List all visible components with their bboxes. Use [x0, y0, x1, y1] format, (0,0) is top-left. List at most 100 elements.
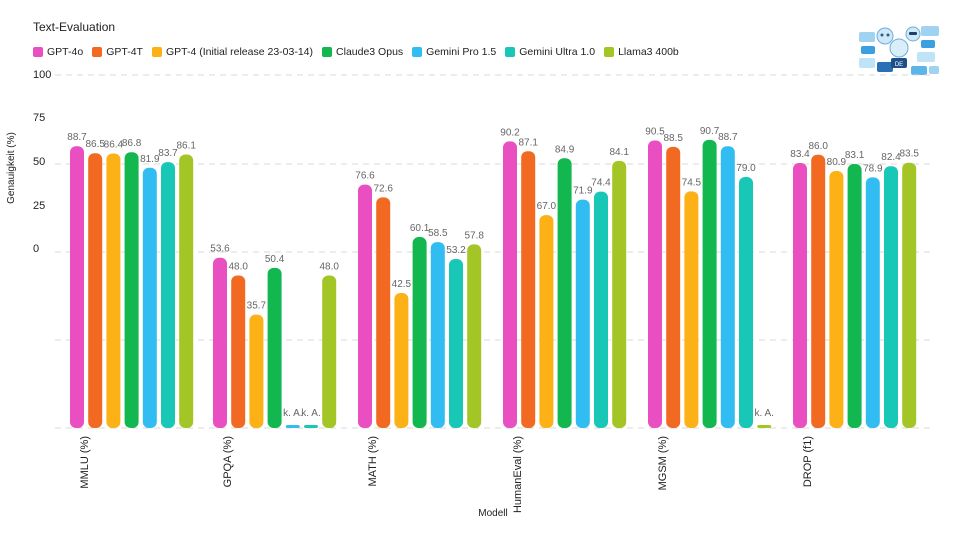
legend-swatch	[92, 47, 103, 57]
bar	[231, 275, 246, 428]
bar-value-label: 48.0	[228, 262, 248, 273]
bar-value-label: 88.7	[67, 132, 87, 143]
legend-item: GPT-4o	[33, 46, 83, 58]
bar	[322, 275, 337, 428]
logo-badge-text: DE	[895, 62, 903, 68]
legend-label: Claude3 Opus	[336, 46, 404, 58]
bar-value-label: k. A.	[754, 408, 773, 419]
bar-value-label: 42.5	[392, 279, 412, 290]
bar-value-label: 80.9	[827, 157, 847, 168]
bar	[106, 153, 121, 428]
bar-na	[757, 425, 772, 428]
bar-value-label: 90.5	[645, 126, 665, 137]
legend-swatch	[505, 47, 516, 57]
bar	[865, 177, 880, 428]
chart-legend: GPT-4o GPT-4T GPT-4 (Initial release 23-03…	[33, 46, 679, 58]
y-tick-label: 25	[33, 200, 45, 212]
bar	[70, 146, 84, 428]
bar-value-label: 86.1	[176, 140, 196, 151]
y-tick-label: 0	[33, 243, 39, 255]
bar-value-label: 86.0	[808, 141, 828, 152]
bar	[449, 258, 463, 428]
bar-value-label: 81.9	[140, 154, 160, 165]
bar	[884, 166, 898, 428]
bar	[249, 314, 264, 428]
bar-value-label: 83.7	[158, 148, 178, 159]
bar-value-label: 84.1	[609, 147, 629, 158]
bar-value-label: 67.0	[537, 201, 557, 212]
legend-label: Gemini Ultra 1.0	[519, 46, 596, 58]
y-tick-label: 50	[33, 156, 45, 168]
bar-na	[304, 425, 318, 428]
bar	[666, 146, 681, 428]
legend-label: Llama3 400b	[618, 46, 679, 58]
bar-value-label: 90.7	[700, 126, 720, 137]
bar	[902, 162, 917, 428]
bar-value-label: 74.5	[682, 177, 702, 188]
x-axis-label: Modell	[478, 508, 507, 519]
bar	[213, 257, 227, 428]
bar-value-label: 86.5	[85, 139, 105, 150]
bar	[376, 197, 391, 428]
legend-item: Gemini Pro 1.5	[412, 46, 496, 58]
x-tick-label: HumanEval (%)	[512, 436, 524, 513]
legend-label: GPT-4T	[106, 46, 143, 58]
bar	[467, 244, 482, 428]
bar-value-label: 90.2	[500, 127, 520, 138]
legend-item: GPT-4T	[92, 46, 143, 58]
bar-value-label: 78.9	[863, 163, 883, 174]
bar	[161, 162, 175, 429]
bar	[829, 170, 844, 428]
bar	[539, 215, 554, 428]
x-tick-label: MMLU (%)	[79, 436, 91, 489]
bar-value-label: 83.4	[790, 149, 810, 160]
bar-value-label: 86.4	[104, 140, 124, 151]
bar	[557, 158, 572, 428]
bar	[142, 167, 157, 428]
bar	[124, 152, 139, 429]
bar	[358, 184, 372, 428]
chart-title: Text-Evaluation	[33, 20, 116, 34]
bar	[594, 191, 608, 428]
bar-value-label: 53.2	[446, 245, 466, 256]
x-axis-ticks: MMLU (%) GPQA (%) MATH (%) HumanEval (%) MGS…	[79, 436, 814, 513]
legend-swatch	[322, 47, 333, 57]
bar	[720, 146, 735, 428]
x-tick-label: MGSM (%)	[657, 436, 669, 490]
legend-swatch	[604, 47, 615, 57]
bar	[684, 191, 699, 428]
y-axis-ticks: 100 75 50 25 0	[33, 69, 51, 255]
legend-swatch	[33, 47, 43, 57]
bar	[521, 151, 536, 428]
bar	[648, 140, 662, 428]
bars: 88.786.586.486.881.983.786.153.648.035.7…	[67, 126, 919, 429]
bar	[267, 267, 282, 428]
legend-label: Gemini Pro 1.5	[426, 46, 497, 58]
bar-value-label: k. A.	[283, 408, 302, 419]
bar-value-label: 71.9	[573, 186, 593, 197]
bar-value-label: 76.6	[355, 171, 375, 182]
bar-value-label: 60.1	[410, 223, 430, 234]
x-tick-label: MATH (%)	[367, 436, 379, 487]
bar-value-label: 50.4	[265, 254, 285, 265]
bar	[394, 292, 409, 428]
bar-value-label: 74.4	[591, 178, 611, 189]
bar-value-label: 72.6	[373, 183, 393, 194]
bar	[412, 237, 427, 428]
y-tick-label: 100	[33, 69, 51, 81]
bar	[179, 154, 194, 428]
legend-swatch	[151, 47, 162, 57]
y-axis-label: Genauigkeit (%)	[6, 132, 17, 204]
bar	[847, 163, 862, 428]
bar-value-label: 88.5	[663, 133, 683, 144]
bar-value-label: 87.1	[518, 137, 538, 148]
bar-na	[285, 425, 300, 428]
bar-value-label: 83.1	[845, 150, 865, 161]
bar-value-label: k. A.	[301, 408, 320, 419]
gridlines	[55, 74, 935, 429]
bar	[793, 163, 807, 428]
bar-value-label: 57.8	[464, 230, 484, 241]
legend-swatch	[412, 47, 423, 57]
bar	[739, 177, 753, 428]
